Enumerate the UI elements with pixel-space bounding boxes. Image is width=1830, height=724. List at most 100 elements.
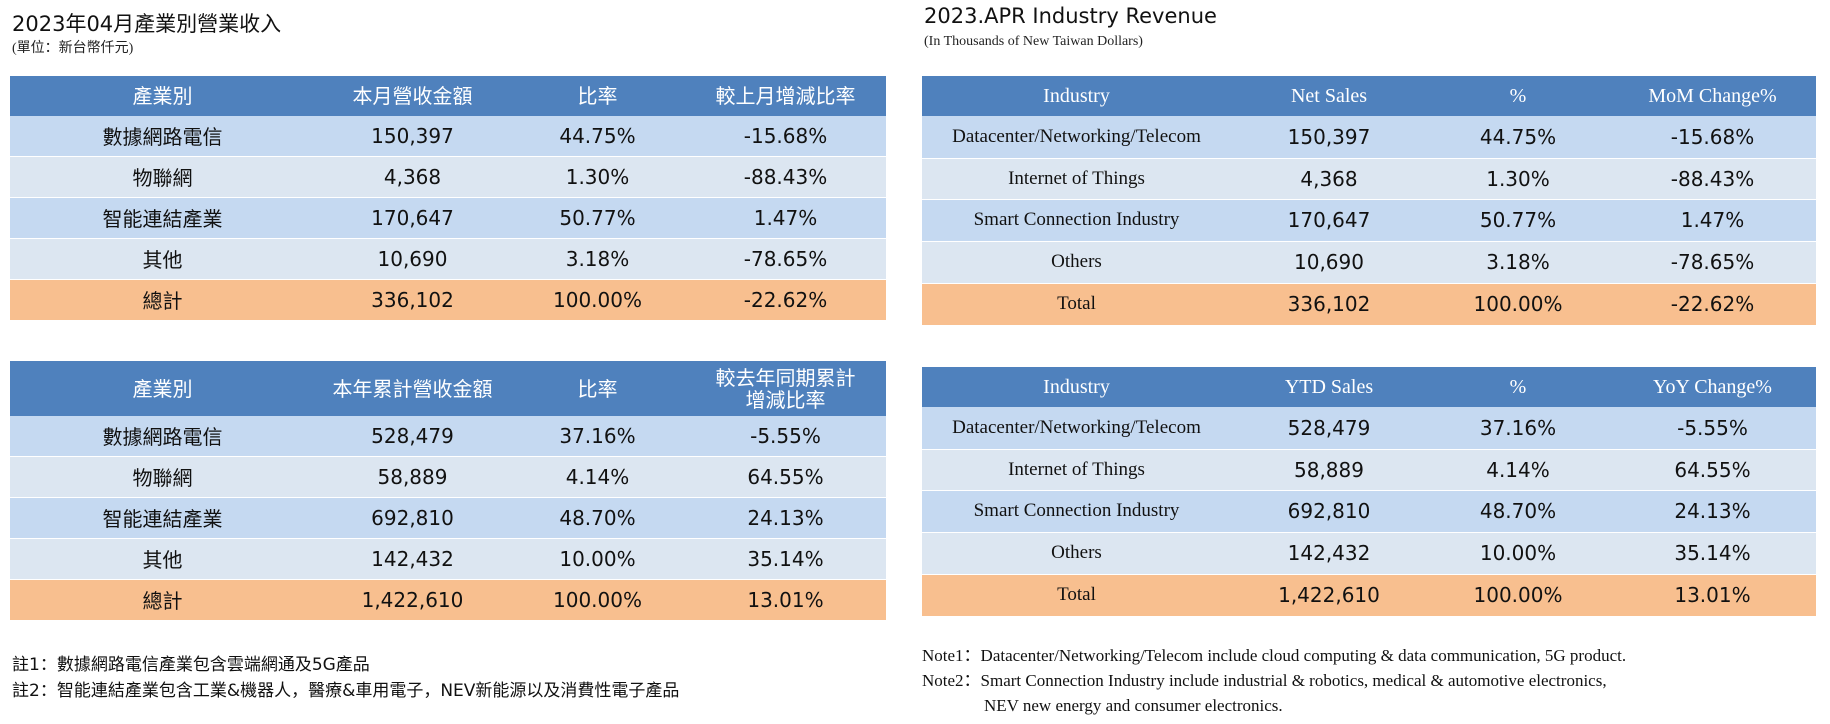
sales-cell: 692,810 — [1231, 489, 1427, 532]
ratio-cell: 10.00% — [510, 537, 685, 579]
table-row: Smart Connection Industry 692,810 48.70%… — [922, 489, 1816, 532]
total-label-cell: 總計 — [10, 578, 315, 620]
total-change-cell: -22.62% — [1609, 282, 1816, 325]
column-header-ratio: 比率 — [510, 76, 685, 116]
yoy-header-line-2: 增減比率 — [745, 387, 826, 412]
ratio-cell: 1.30% — [510, 155, 685, 197]
total-label-cell: 總計 — [10, 278, 315, 320]
zh-note-1: 註1：數據網路電信產業包含雲端網通及5G產品 — [12, 655, 370, 675]
en-report-title: 2023.APR Industry Revenue — [924, 4, 1217, 28]
en-note-2: Note2：Smart Connection Industry include … — [922, 671, 1607, 690]
change-cell: 24.13% — [1609, 489, 1816, 532]
ratio-cell: 3.18% — [510, 237, 685, 279]
table-row: Others 10,690 3.18% -78.65% — [922, 240, 1816, 283]
en-ytd-revenue-table: Industry YTD Sales % YoY Change% Datacen… — [922, 367, 1816, 616]
table-total-row: Total 336,102 100.00% -22.62% — [922, 282, 1816, 325]
industry-cell: Others — [922, 531, 1231, 574]
en-monthly-revenue-table: Industry Net Sales % MoM Change% Datacen… — [922, 76, 1816, 325]
column-header-industry: 產業別 — [10, 76, 315, 116]
total-change-cell: 13.01% — [1609, 573, 1816, 616]
ratio-cell: 1.30% — [1427, 157, 1609, 199]
table-row: 數據網路電信 528,479 37.16% -5.55% — [10, 416, 886, 456]
change-cell: 64.55% — [685, 455, 886, 497]
industry-cell: Datacenter/Networking/Telecom — [922, 116, 1231, 158]
table-row: 智能連結產業 170,647 50.77% 1.47% — [10, 196, 886, 238]
industry-cell: Smart Connection Industry — [922, 198, 1231, 241]
industry-cell: Others — [922, 240, 1231, 283]
ratio-cell: 48.70% — [510, 496, 685, 538]
sales-cell: 528,479 — [1231, 407, 1427, 449]
column-header-net-sales: Net Sales — [1231, 76, 1427, 116]
column-header-industry: Industry — [922, 76, 1231, 116]
table-row: 其他 10,690 3.18% -78.65% — [10, 237, 886, 279]
industry-cell: Smart Connection Industry — [922, 489, 1231, 532]
change-cell: 24.13% — [685, 496, 886, 538]
total-ratio-cell: 100.00% — [510, 278, 685, 320]
table-row: 數據網路電信 150,397 44.75% -15.68% — [10, 116, 886, 156]
ratio-cell: 4.14% — [510, 455, 685, 497]
ratio-cell: 37.16% — [1427, 407, 1609, 449]
industry-cell: 其他 — [10, 237, 315, 279]
ratio-cell: 44.75% — [1427, 116, 1609, 158]
total-ratio-cell: 100.00% — [1427, 573, 1609, 616]
sales-cell: 528,479 — [315, 416, 510, 456]
en-note-1: Note1：Datacenter/Networking/Telecom incl… — [922, 646, 1627, 665]
total-sales-cell: 1,422,610 — [1231, 573, 1427, 616]
sales-cell: 170,647 — [1231, 198, 1427, 241]
table-row: Internet of Things 58,889 4.14% 64.55% — [922, 448, 1816, 490]
total-change-cell: 13.01% — [685, 578, 886, 620]
sales-cell: 58,889 — [1231, 448, 1427, 490]
table-row: 其他 142,432 10.00% 35.14% — [10, 537, 886, 579]
sales-cell: 150,397 — [1231, 116, 1427, 158]
sales-cell: 142,432 — [315, 537, 510, 579]
table-row: Others 142,432 10.00% 35.14% — [922, 531, 1816, 574]
column-header-ytd-sales: YTD Sales — [1231, 367, 1427, 407]
sales-cell: 58,889 — [315, 455, 510, 497]
column-header-industry: 產業別 — [10, 361, 315, 416]
column-header-percent: % — [1427, 367, 1609, 407]
ratio-cell: 44.75% — [510, 116, 685, 156]
zh-unit-note: (單位：新台幣仟元) — [12, 41, 134, 56]
change-cell: -5.55% — [685, 416, 886, 456]
table-row: 智能連結產業 692,810 48.70% 24.13% — [10, 496, 886, 538]
change-cell: 35.14% — [1609, 531, 1816, 574]
industry-cell: 數據網路電信 — [10, 116, 315, 156]
industry-cell: 其他 — [10, 537, 315, 579]
total-change-cell: -22.62% — [685, 278, 886, 320]
zh-monthly-revenue-table: 產業別 本月營收金額 比率 較上月增減比率 數據網路電信 150,397 44.… — [10, 76, 886, 320]
industry-cell: 數據網路電信 — [10, 416, 315, 456]
ratio-cell: 48.70% — [1427, 489, 1609, 532]
column-header-ytd-sales: 本年累計營收金額 — [315, 361, 510, 416]
table-row: Datacenter/Networking/Telecom 528,479 37… — [922, 407, 1816, 449]
column-header-industry: Industry — [922, 367, 1231, 407]
table-header-row: Industry YTD Sales % YoY Change% — [922, 367, 1816, 407]
sales-cell: 4,368 — [315, 155, 510, 197]
table-row: 物聯網 58,889 4.14% 64.55% — [10, 455, 886, 497]
en-unit-note: (In Thousands of New Taiwan Dollars) — [924, 34, 1143, 49]
column-header-yoy-change: 較去年同期累計 增減比率 — [685, 361, 886, 416]
total-sales-cell: 336,102 — [315, 278, 510, 320]
column-header-yoy-change: YoY Change% — [1609, 367, 1816, 407]
table-header-row: 產業別 本年累計營收金額 比率 較去年同期累計 增減比率 — [10, 361, 886, 416]
column-header-net-sales: 本月營收金額 — [315, 76, 510, 116]
industry-cell: 智能連結產業 — [10, 496, 315, 538]
table-row: Internet of Things 4,368 1.30% -88.43% — [922, 157, 1816, 199]
total-ratio-cell: 100.00% — [1427, 282, 1609, 325]
table-row: Smart Connection Industry 170,647 50.77%… — [922, 198, 1816, 241]
column-header-mom-change: 較上月增減比率 — [685, 76, 886, 116]
table-row: 物聯網 4,368 1.30% -88.43% — [10, 155, 886, 197]
ratio-cell: 10.00% — [1427, 531, 1609, 574]
ratio-cell: 50.77% — [510, 196, 685, 238]
zh-note-2: 註2：智能連結產業包含工業&機器人，醫療&車用電子，NEV新能源以及消費性電子產… — [12, 681, 680, 701]
sales-cell: 170,647 — [315, 196, 510, 238]
sales-cell: 150,397 — [315, 116, 510, 156]
ratio-cell: 4.14% — [1427, 448, 1609, 490]
en-note-2-continued: NEV new energy and consumer electronics. — [984, 696, 1283, 715]
industry-cell: Internet of Things — [922, 157, 1231, 199]
industry-cell: Datacenter/Networking/Telecom — [922, 407, 1231, 449]
ratio-cell: 37.16% — [510, 416, 685, 456]
change-cell: -15.68% — [685, 116, 886, 156]
change-cell: -78.65% — [685, 237, 886, 279]
sales-cell: 142,432 — [1231, 531, 1427, 574]
table-header-row: 產業別 本月營收金額 比率 較上月增減比率 — [10, 76, 886, 116]
